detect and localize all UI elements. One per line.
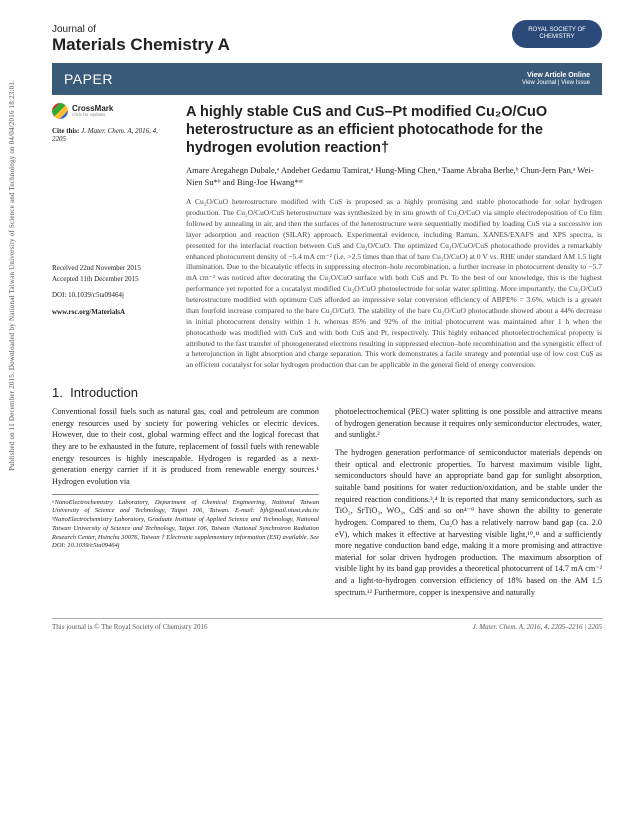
publisher-logo: ROYAL SOCIETY OF CHEMISTRY xyxy=(512,20,602,48)
crossmark-icon xyxy=(52,103,68,119)
view-article-online-link[interactable]: View Article Online xyxy=(522,72,590,79)
article-type: PAPER xyxy=(64,71,113,87)
intro-p3: The hydrogen generation performance of s… xyxy=(335,447,602,598)
download-notice: Published on 11 December 2015. Downloade… xyxy=(8,80,16,471)
accepted-date: Accepted 11th December 2015 xyxy=(52,274,172,285)
journal-url[interactable]: www.rsc.org/MaterialsA xyxy=(52,307,172,318)
body-column-right: photoelectrochemical (PEC) water splitti… xyxy=(335,406,602,604)
article-type-banner: PAPER View Article Online View Journal |… xyxy=(52,63,602,95)
copyright: This journal is © The Royal Society of C… xyxy=(52,623,207,631)
intro-p1: Conventional fossil fuels such as natura… xyxy=(52,406,319,487)
page-footer: This journal is © The Royal Society of C… xyxy=(52,618,602,631)
crossmark-badge[interactable]: CrossMark click for updates xyxy=(52,103,172,119)
crossmark-label: CrossMark xyxy=(72,104,113,113)
affiliations: ᵃNanoElectrochemistry Laboratory, Depart… xyxy=(52,494,319,552)
doi: DOI: 10.1039/c5ta09464j xyxy=(52,290,172,301)
section-heading: 1. Introduction xyxy=(52,385,602,400)
body-column-left: Conventional fossil fuels such as natura… xyxy=(52,406,319,604)
author-list: Amare Aregahegn Dubale,ᵃ Andebet Gedamu … xyxy=(186,165,602,189)
intro-p2: photoelectrochemical (PEC) water splitti… xyxy=(335,406,602,441)
view-journal-issue-links[interactable]: View Journal | View Issue xyxy=(522,80,590,86)
abstract: A Cu₂O/CuO heterostructure modified with… xyxy=(186,197,602,371)
received-date: Received 22nd November 2015 xyxy=(52,263,172,274)
page-citation: J. Mater. Chem. A, 2016, 4, 2205–2216 | … xyxy=(473,623,602,631)
crossmark-sub: click for updates xyxy=(72,113,113,118)
citation: Cite this: J. Mater. Chem. A, 2016, 4, 2… xyxy=(52,127,172,143)
article-meta: Received 22nd November 2015 Accepted 11t… xyxy=(52,263,172,317)
article-title: A highly stable CuS and CuS–Pt modified … xyxy=(186,103,602,157)
